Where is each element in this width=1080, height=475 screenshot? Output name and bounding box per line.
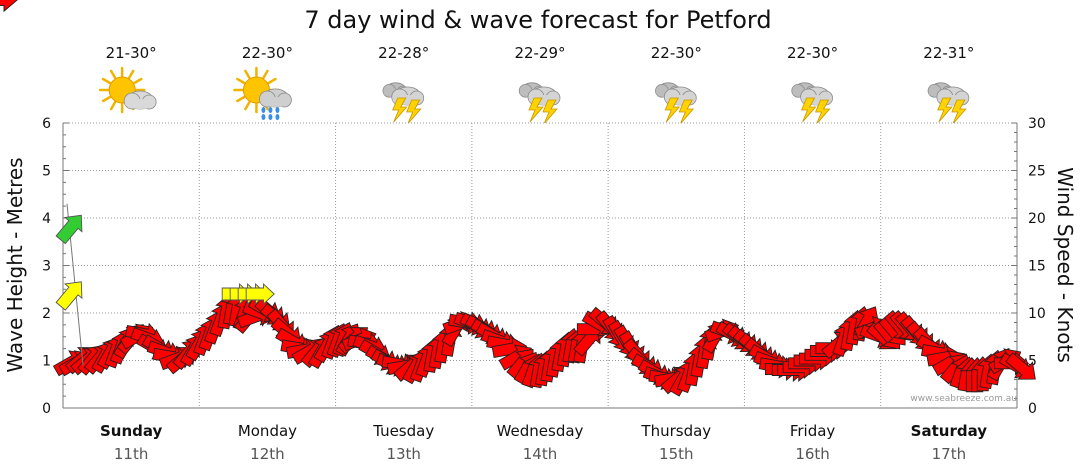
- thunderstorm-icon: [382, 82, 425, 125]
- weather-row: 21-30° 22-30° 22-28° 22-29° 22-30° 22-30° 22-3…: [98, 44, 974, 125]
- left-tick-label: 5: [42, 164, 51, 180]
- lightning-bolt-shape: [951, 99, 967, 125]
- temperature-range: 21-30°: [106, 44, 157, 62]
- left-tick-label: 6: [42, 116, 51, 132]
- right-tick-label: 15: [1028, 259, 1046, 275]
- day-date-label: 17th: [932, 445, 966, 463]
- day-labels: Sunday 11th Monday 12th Tuesday 13th Wednesday…: [100, 422, 987, 463]
- lightning-bolt-shape: [814, 99, 831, 125]
- day-name-label: Tuesday: [372, 422, 434, 440]
- day-date-label: 11th: [114, 445, 148, 463]
- day-name-label: Friday: [790, 422, 836, 440]
- partly-cloudy-icon: [98, 66, 157, 114]
- right-tick-label: 10: [1028, 306, 1046, 322]
- temperature-range: 22-30°: [242, 44, 293, 62]
- raindrop-shape: [268, 114, 273, 120]
- wind-series: [0, 0, 1036, 397]
- right-tick-label: 5: [1028, 354, 1037, 370]
- raindrop-shape: [275, 107, 280, 113]
- lightning-bolt-shape: [542, 99, 558, 125]
- swell-arrow: [55, 214, 83, 245]
- swell-series: [55, 203, 275, 366]
- day-name-label: Wednesday: [497, 422, 584, 440]
- raindrop-shape: [268, 107, 273, 113]
- lightning-bolt-shape: [678, 99, 695, 125]
- right-tick-label: 25: [1028, 164, 1046, 180]
- raindrop-shape: [275, 114, 280, 120]
- right-tick-label: 30: [1028, 116, 1046, 132]
- right-tick-label: 20: [1028, 211, 1046, 227]
- thunderstorm-icon: [791, 82, 833, 125]
- left-tick-label: 3: [42, 259, 51, 275]
- swell-arrow-segment: [245, 282, 275, 306]
- day-name-label: Thursday: [640, 422, 711, 440]
- left-tick-label: 2: [42, 306, 51, 322]
- chart-title: 7 day wind & wave forecast for Petford: [304, 6, 771, 34]
- left-tick-label: 0: [42, 401, 51, 417]
- cloud-shape: [123, 90, 157, 110]
- sun-shower-icon: [233, 66, 292, 120]
- swell-arrow-segment: [55, 281, 83, 311]
- day-name-label: Saturday: [911, 422, 988, 440]
- lightning-bolt-shape: [664, 97, 681, 123]
- thunderstorm-icon: [518, 82, 561, 125]
- left-tick-label: 1: [42, 354, 51, 370]
- day-name-label: Monday: [238, 422, 297, 440]
- credit-text: www.seabreeze.com.au: [910, 394, 1017, 404]
- temperature-range: 22-30°: [787, 44, 838, 62]
- swell-arrow: [221, 282, 275, 306]
- day-date-label: 16th: [795, 445, 829, 463]
- temperature-range: 22-31°: [923, 44, 974, 62]
- day-date-label: 15th: [659, 445, 693, 463]
- swell-arrow-segment: [55, 214, 83, 245]
- right-axis-title: Wind Speed - Knots: [1053, 167, 1077, 363]
- temperature-range: 22-28°: [378, 44, 429, 62]
- left-axis-title: Wave Height - Metres: [3, 157, 27, 372]
- lightning-bolt-shape: [937, 97, 953, 123]
- raindrop-shape: [261, 107, 266, 113]
- cloud-shape: [259, 88, 292, 108]
- wind-arrow: [1005, 352, 1036, 380]
- thunderstorm-icon: [655, 82, 697, 125]
- lightning-bolt-shape: [528, 97, 544, 123]
- day-date-label: 14th: [523, 445, 557, 463]
- lightning-bolt-shape: [406, 99, 422, 125]
- raindrop-shape: [261, 114, 266, 120]
- temperature-range: 22-30°: [651, 44, 702, 62]
- gridlines: [63, 122, 1017, 408]
- wind-arrow: [0, 0, 18, 12]
- day-name-label: Sunday: [100, 422, 163, 440]
- temperature-range: 22-29°: [514, 44, 565, 62]
- day-date-label: 13th: [386, 445, 420, 463]
- lightning-bolt-shape: [392, 97, 408, 123]
- swell-arrow: [55, 281, 83, 311]
- lightning-bolt-shape: [800, 97, 817, 123]
- right-tick-label: 0: [1028, 401, 1037, 417]
- left-tick-label: 4: [42, 211, 51, 227]
- day-date-label: 12th: [250, 445, 284, 463]
- right-axis: 0 5 10 15 20 25 30: [1011, 116, 1046, 417]
- thunderstorm-icon: [927, 82, 970, 125]
